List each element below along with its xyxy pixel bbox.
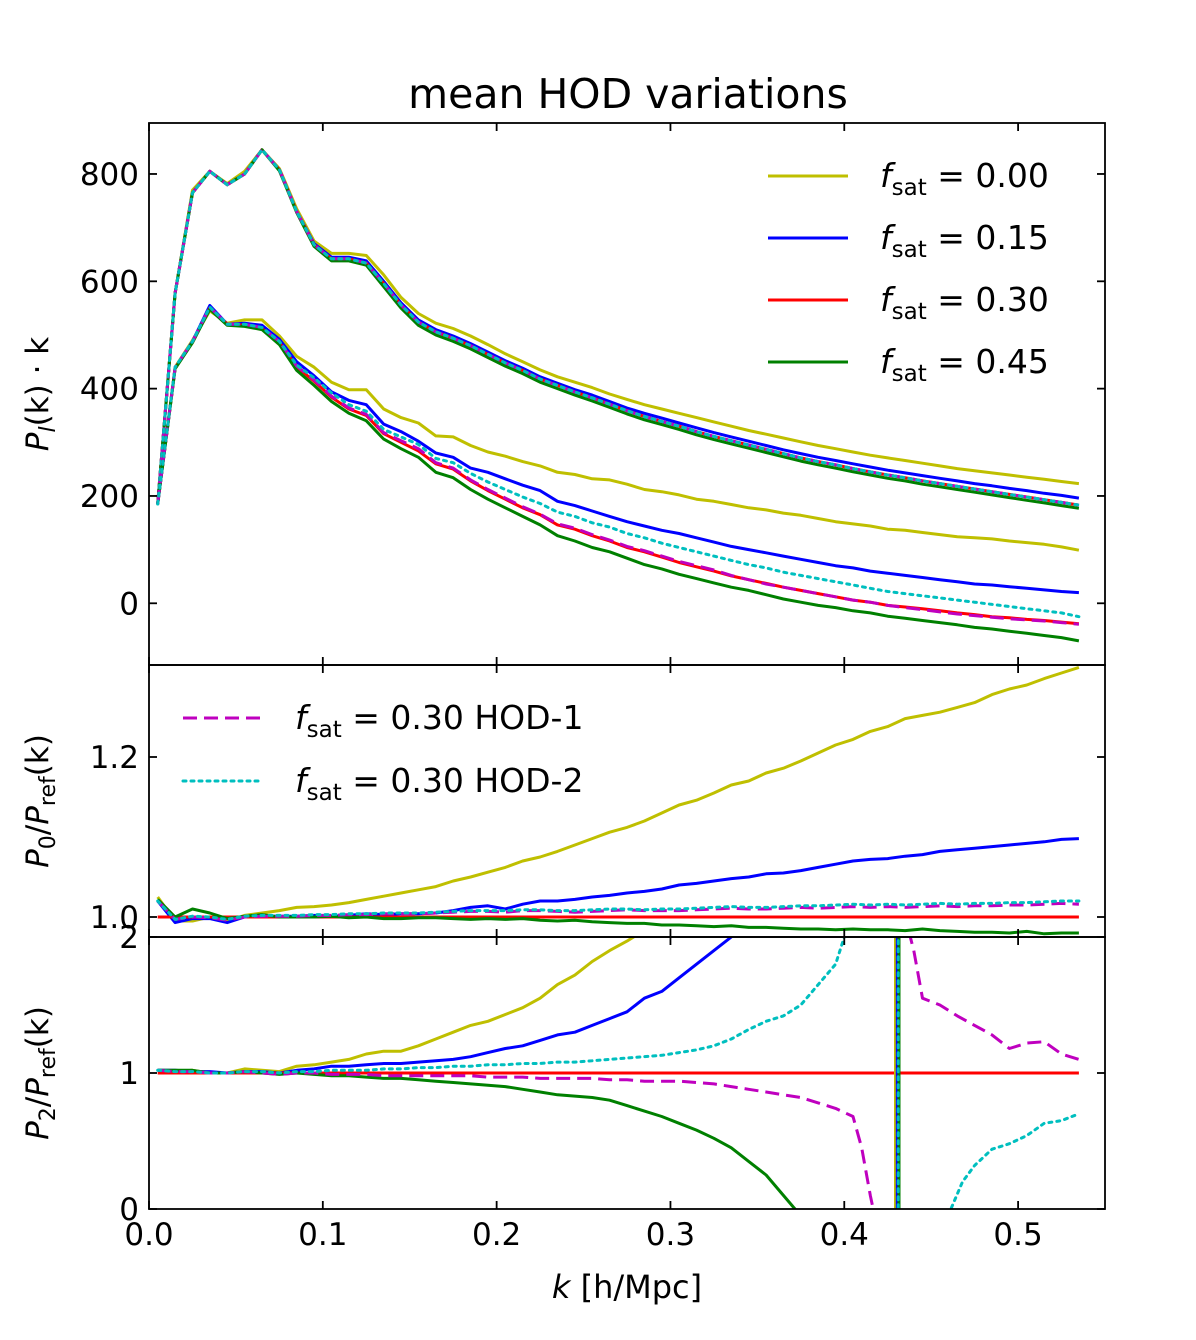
series-layer: [156, 148, 1081, 1209]
x-axis-label: k [h/Mpc]: [552, 1268, 702, 1306]
x-tick-label: 0.0: [124, 1217, 173, 1253]
top-y-tick-label: 600: [80, 264, 139, 300]
bottom-series-HOD-2-6: [156, 937, 846, 1075]
bottom-series-HOD-2-7: [949, 1112, 1081, 1209]
top-series-HOD-1-10: [156, 305, 1080, 626]
top-series-HOD-2-11: [156, 305, 1081, 619]
top-series-fsat_0.00-6: [156, 309, 1080, 552]
axes-layer: 0 200 400 600 800 Pl(k) · k 1.0 1.2 P0/Pref(k) 0 1…: [20, 122, 1106, 1253]
top-y-tick-label: 400: [80, 372, 139, 408]
mid-y-tick-label: 1.2: [90, 740, 139, 776]
bottom-y-tick-label: 1: [119, 1056, 139, 1092]
x-tick-label: 0.3: [646, 1217, 695, 1253]
bottom-y-axis-label: P2/Pref(k): [20, 1006, 61, 1140]
chart-title: mean HOD variations: [408, 70, 848, 118]
top-series-HOD-2-5: [156, 148, 1081, 507]
bottom-series-HOD-1-5: [908, 937, 1080, 1061]
bottom-y-tick-label: 0: [119, 1192, 139, 1228]
x-tick-label: 0.4: [820, 1217, 869, 1253]
x-tick-label: 0.2: [472, 1217, 521, 1253]
mid-plot-area: [156, 665, 1081, 936]
top-series-fsat_0.15-7: [156, 304, 1079, 595]
mid-legend-label-HOD-2: fsat = 0.30 HOD-2: [295, 761, 583, 806]
mid-series-fsat_0.45-3: [156, 898, 1079, 936]
top-y-tick-label: 200: [80, 479, 139, 515]
mid-y-tick-label: 1.0: [90, 900, 139, 936]
mid-y-axis-label: P0/Pref(k): [20, 734, 61, 868]
mid-series-fsat_0.00-0: [156, 665, 1080, 923]
bottom-y-tick-label: 2: [119, 920, 139, 956]
top-legend-label-fsat_0.30: fsat = 0.30: [880, 280, 1049, 325]
mid-series-HOD-1-4: [156, 899, 1079, 922]
top-y-tick-label: 0: [119, 586, 139, 622]
top-y-axis-label: Pl(k) · k: [20, 337, 61, 452]
top-legend-label-fsat_0.00: fsat = 0.00: [880, 156, 1049, 201]
top-legend-label-fsat_0.45: fsat = 0.45: [880, 342, 1049, 387]
x-tick-label: 0.1: [298, 1217, 347, 1253]
mid-legend-label-HOD-1: fsat = 0.30 HOD-1: [295, 698, 583, 743]
top-series-fsat_0.45-9: [156, 307, 1080, 643]
bottom-series-fsat_0.00-0: [157, 937, 637, 1075]
top-y-tick-label: 800: [80, 157, 139, 193]
bottom-plot-area: [156, 937, 1081, 1209]
x-tick-label: 0.5: [993, 1217, 1042, 1253]
mid-series-HOD-2-5: [156, 899, 1081, 921]
top-plot-area: [156, 148, 1081, 643]
